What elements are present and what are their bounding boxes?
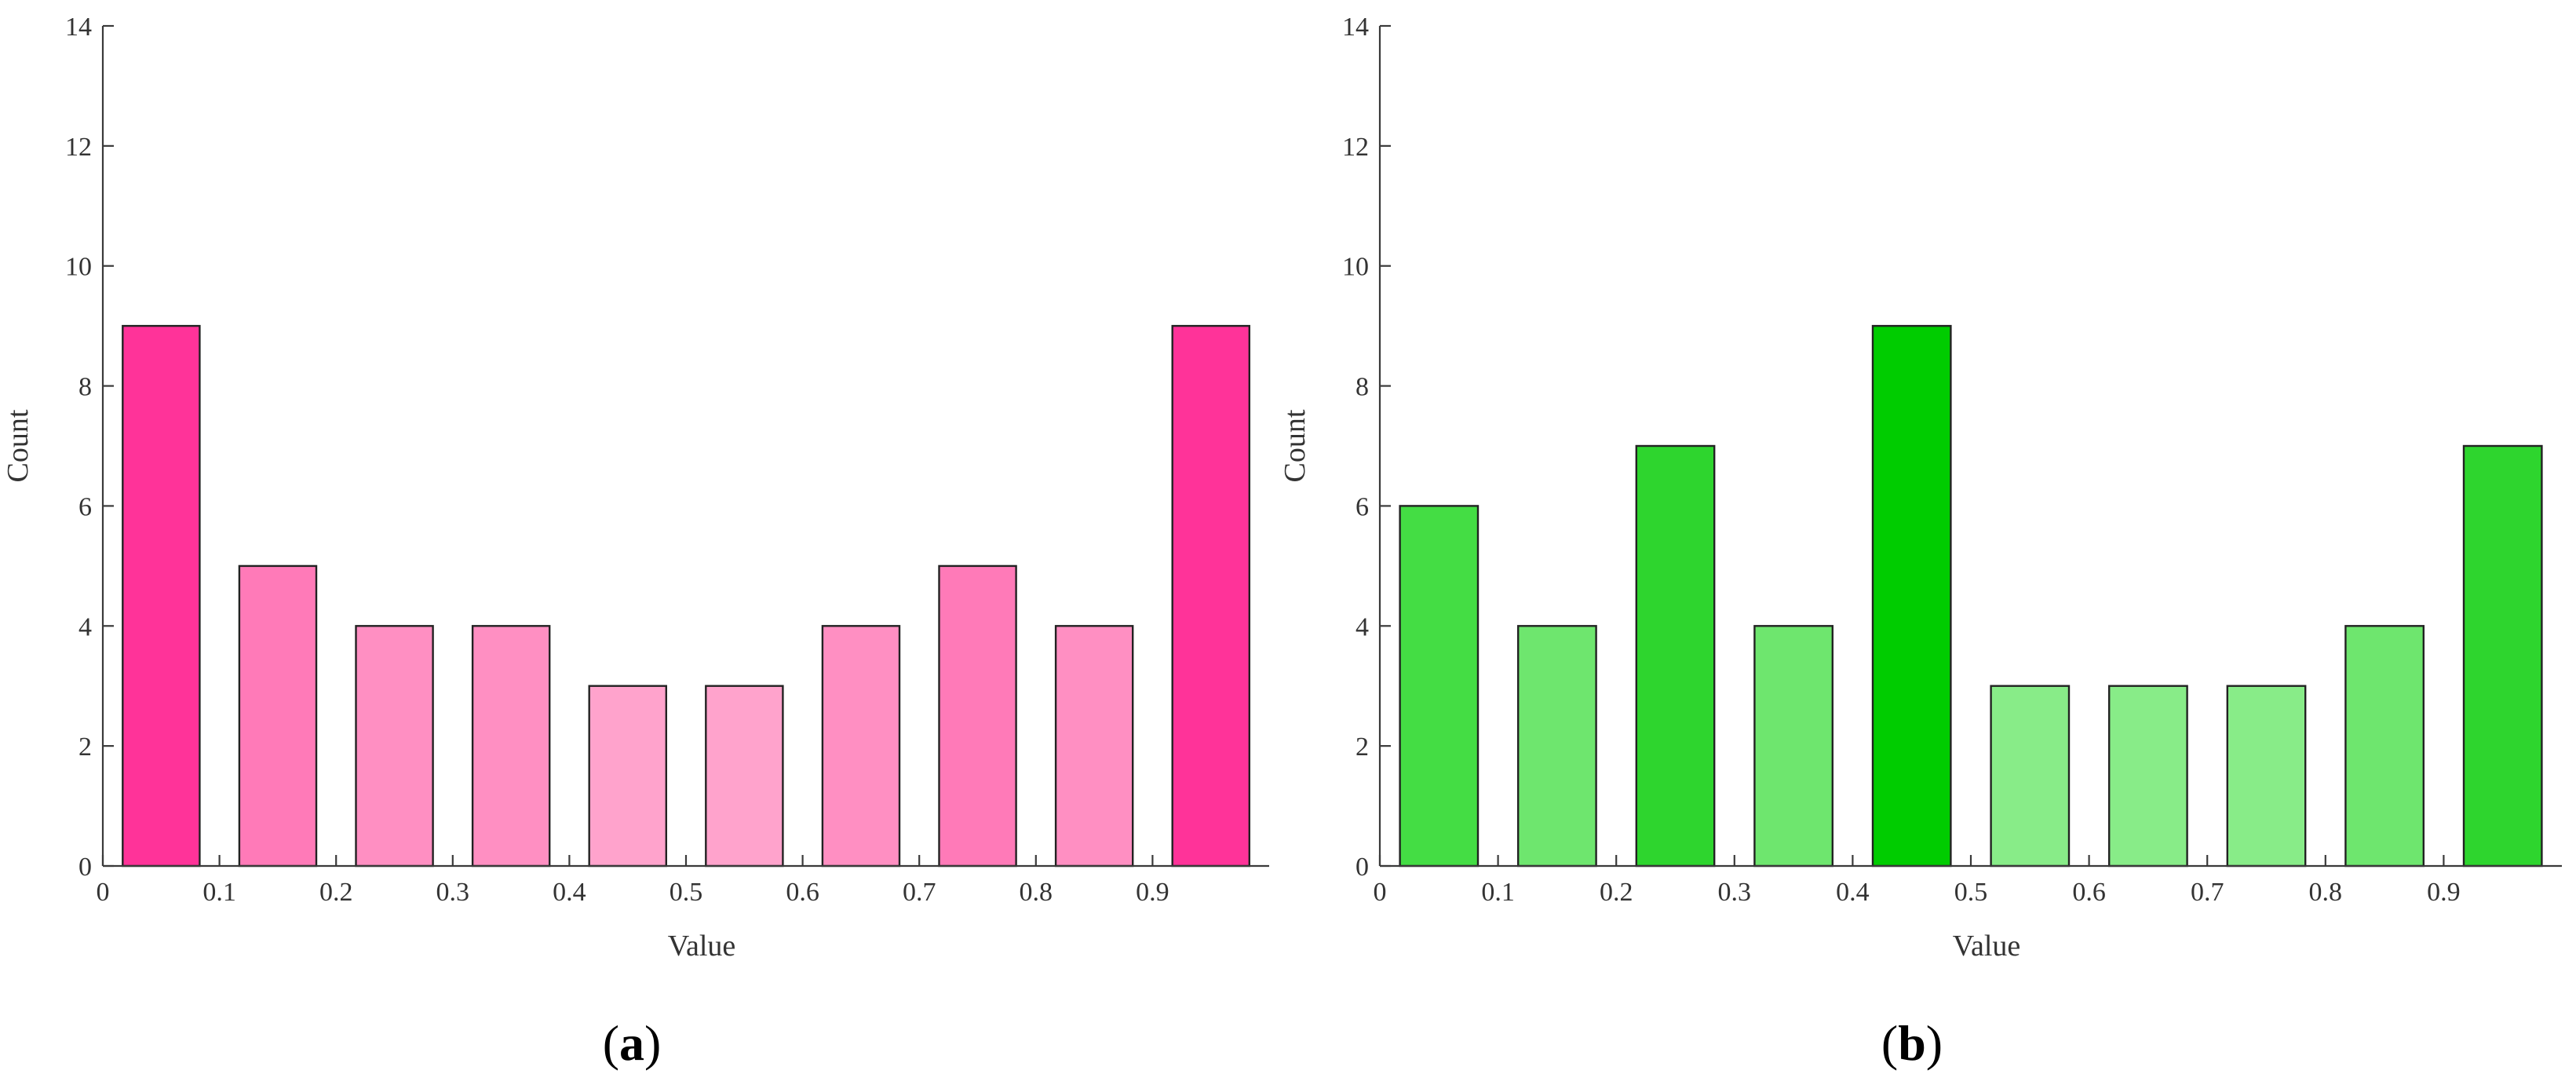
bar-b-4 (1871, 324, 1952, 868)
panel-label-b: (b) (1881, 1015, 1943, 1071)
y-tick-label-b-4: 8 (1356, 373, 1369, 402)
y-tick-label-a-2: 4 (78, 612, 92, 641)
bar-a-6 (821, 625, 901, 868)
bar-a-1 (238, 564, 318, 868)
y-tick-label-a-1: 2 (78, 732, 92, 762)
x-tick-label-a-2: 0.2 (319, 878, 353, 907)
y-tick-label-b-2: 4 (1356, 612, 1369, 641)
y-tick-label-b-5: 10 (1342, 253, 1369, 282)
y-tick-label-a-4: 8 (78, 373, 92, 402)
x-tick-label-b-9: 0.9 (2427, 878, 2461, 907)
bar-b-8 (2344, 625, 2425, 868)
bar-a-4 (588, 685, 668, 868)
y-tick-label-a-6: 12 (65, 133, 92, 162)
y-tick-label-b-6: 12 (1342, 133, 1369, 162)
bar-b-6 (2107, 685, 2188, 868)
x-tick-label-a-0: 0 (97, 878, 110, 907)
x-tick-label-b-6: 0.6 (2072, 878, 2106, 907)
x-tick-label-a-9: 0.9 (1136, 878, 1169, 907)
x-tick-label-b-8: 0.8 (2309, 878, 2343, 907)
x-axis-label-b: Value (1953, 930, 2021, 963)
panel-letter-a: a (619, 1015, 644, 1071)
y-tick-label-b-0: 0 (1356, 853, 1369, 882)
y-tick-label-b-7: 14 (1342, 13, 1369, 42)
chart-panel-a: 0 2 4 6 8 10 12 14 0 0.1 0.2 0.3 0.4 0.5 0.6 0.7 0.8 0.9 V… (2, 13, 1269, 1071)
bar-a-2 (355, 625, 434, 868)
y-tick-label-b-1: 2 (1356, 732, 1369, 762)
x-tick-label-a-7: 0.7 (903, 878, 936, 907)
x-tick-label-b-5: 0.5 (1954, 878, 1988, 907)
y-tick-label-a-0: 0 (78, 853, 92, 882)
x-tick-label-b-4: 0.4 (1836, 878, 1870, 907)
panel-letter-b: b (1898, 1015, 1926, 1071)
x-tick-label-a-8: 0.8 (1020, 878, 1053, 907)
chart-panel-b: 0 2 4 6 8 10 12 14 0 0.1 0.2 0.3 0.4 0.5 0.6 0.7 0.8 0.9 V… (1279, 13, 2562, 1071)
panel-label-a: (a) (603, 1015, 662, 1071)
bar-a-9 (1171, 324, 1250, 868)
x-tick-label-a-4: 0.4 (553, 878, 586, 907)
bar-b-2 (1635, 444, 1716, 868)
bar-b-9 (2462, 444, 2543, 868)
y-axis-label-a: Count (2, 409, 35, 482)
bar-b-7 (2226, 685, 2307, 868)
y-tick-label-a-3: 6 (78, 492, 92, 521)
bar-a-3 (471, 625, 551, 868)
bar-b-1 (1516, 625, 1597, 868)
x-tick-label-b-3: 0.3 (1718, 878, 1752, 907)
y-tick-label-a-5: 10 (65, 253, 92, 282)
x-tick-label-a-3: 0.3 (436, 878, 470, 907)
y-tick-label-a-7: 14 (65, 13, 92, 42)
bar-b-3 (1753, 625, 1833, 868)
x-tick-label-a-1: 0.1 (203, 878, 236, 907)
bar-b-0 (1399, 505, 1480, 868)
x-axis-label-a: Value (668, 930, 736, 963)
x-tick-label-a-6: 0.6 (786, 878, 819, 907)
x-tick-label-b-7: 0.7 (2191, 878, 2224, 907)
bar-b-5 (1990, 685, 2071, 868)
y-axis-label-b: Count (1279, 409, 1312, 482)
x-tick-label-b-0: 0 (1374, 878, 1387, 907)
x-tick-label-a-5: 0.5 (670, 878, 703, 907)
bar-a-0 (122, 324, 201, 868)
x-tick-label-b-1: 0.1 (1481, 878, 1515, 907)
bar-a-8 (1054, 625, 1134, 868)
bar-a-5 (705, 685, 784, 868)
y-tick-label-b-3: 6 (1356, 492, 1369, 521)
x-tick-label-b-2: 0.2 (1600, 878, 1633, 907)
bar-a-7 (938, 564, 1017, 868)
